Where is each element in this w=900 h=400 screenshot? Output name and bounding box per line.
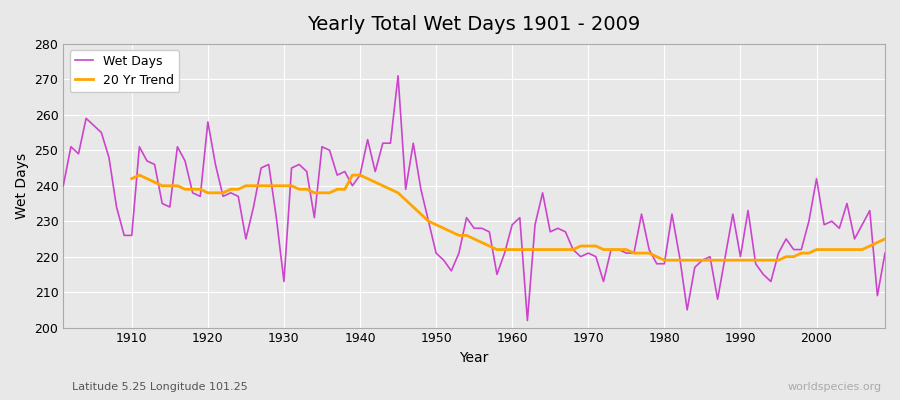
Text: Latitude 5.25 Longitude 101.25: Latitude 5.25 Longitude 101.25 [72,382,248,392]
20 Yr Trend [126,176,137,181]
20 Yr Trend [134,173,145,178]
Wet Days [392,74,403,78]
20 Yr Trend [879,236,890,241]
Wet Days [613,247,624,252]
X-axis label: Year: Year [460,351,489,365]
Wet Days [515,215,526,220]
20 Yr Trend [659,258,670,263]
20 Yr Trend [522,247,533,252]
Wet Days [58,183,68,188]
Title: Yearly Total Wet Days 1901 - 2009: Yearly Total Wet Days 1901 - 2009 [308,15,641,34]
Wet Days [119,233,130,238]
Wet Days [507,222,517,227]
Legend: Wet Days, 20 Yr Trend: Wet Days, 20 Yr Trend [69,50,179,92]
Wet Days [332,173,343,178]
Wet Days [286,166,297,170]
Wet Days [879,251,890,256]
Wet Days [522,318,533,323]
Line: Wet Days: Wet Days [63,76,885,320]
20 Yr Trend [583,244,594,248]
20 Yr Trend [309,190,320,195]
Y-axis label: Wet Days: Wet Days [15,153,29,219]
20 Yr Trend [834,247,845,252]
20 Yr Trend [278,183,289,188]
Text: worldspecies.org: worldspecies.org [788,382,882,392]
Line: 20 Yr Trend: 20 Yr Trend [131,175,885,260]
20 Yr Trend [857,247,868,252]
